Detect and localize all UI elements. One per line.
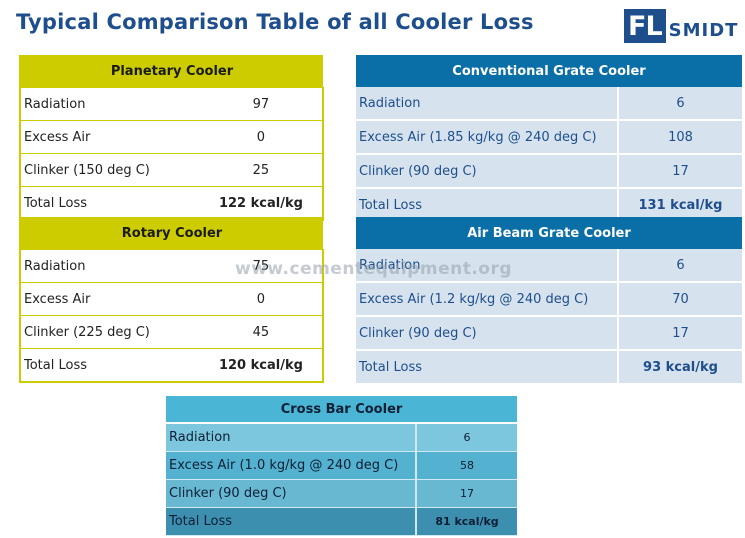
row-value: 25	[199, 153, 325, 187]
row-label: Excess Air	[19, 282, 200, 316]
row-value: 6	[617, 249, 742, 283]
total-label: Total Loss	[166, 507, 416, 536]
row-label: Clinker (90 deg C)	[356, 316, 618, 351]
row-value: 58	[415, 451, 517, 480]
total-label: Total Loss	[19, 186, 200, 221]
watermark-text: www.cementequipment.org	[235, 259, 513, 279]
row-value: 17	[617, 316, 742, 351]
table-header: Conventional Grate Cooler	[356, 55, 742, 87]
air-beam-grate-cooler-table: Air Beam Grate Cooler Radiation 6 Excess …	[356, 217, 742, 385]
logo-box: FL	[624, 9, 666, 43]
planetary-cooler-table: Planetary Cooler Radiation 97 Excess Air 0…	[19, 55, 325, 221]
row-label: Radiation	[356, 249, 618, 283]
row-label: Excess Air	[19, 120, 200, 154]
table-header: Planetary Cooler	[19, 55, 323, 88]
row-label: Clinker (225 deg C)	[19, 315, 200, 349]
row-value: 70	[617, 282, 742, 317]
row-value: 45	[199, 315, 325, 349]
total-value: 81 kcal/kg	[415, 507, 517, 536]
row-label: Excess Air (1.0 kg/kg @ 240 deg C)	[166, 451, 416, 480]
row-label: Excess Air (1.2 kg/kg @ 240 deg C)	[356, 282, 618, 317]
row-label: Radiation	[19, 249, 200, 283]
row-label: Clinker (150 deg C)	[19, 153, 200, 187]
row-value: 6	[617, 87, 742, 121]
total-label: Total Loss	[356, 350, 618, 385]
row-value: 17	[617, 154, 742, 189]
cross-bar-cooler-table: Cross Bar Cooler Radiation 6 Excess Air (…	[166, 396, 517, 536]
total-value: 122 kcal/kg	[199, 186, 325, 221]
row-label: Radiation	[19, 87, 200, 121]
row-value: 6	[415, 423, 517, 452]
conventional-grate-cooler-table: Conventional Grate Cooler Radiation 6 Exc…	[356, 55, 742, 223]
row-label: Excess Air (1.85 kg/kg @ 240 deg C)	[356, 120, 618, 155]
table-header: Rotary Cooler	[19, 217, 323, 250]
row-value: 17	[415, 479, 517, 508]
row-value: 75	[199, 249, 325, 283]
table-header: Cross Bar Cooler	[166, 396, 517, 424]
total-value: 93 kcal/kg	[617, 350, 742, 385]
page-title: Typical Comparison Table of all Cooler L…	[16, 10, 534, 34]
row-value: 108	[617, 120, 742, 155]
total-label: Total Loss	[19, 348, 200, 383]
row-label: Clinker (90 deg C)	[356, 154, 618, 189]
row-label: Radiation	[356, 87, 618, 121]
row-value: 0	[199, 282, 325, 316]
total-value: 120 kcal/kg	[199, 348, 325, 383]
row-label: Radiation	[166, 423, 416, 452]
row-value: 97	[199, 87, 325, 121]
logo-text: SMIDT	[668, 20, 739, 41]
row-value: 0	[199, 120, 325, 154]
rotary-cooler-table: Rotary Cooler Radiation 75 Excess Air 0 Cl…	[19, 217, 325, 383]
flsmidth-logo: FL SMIDT	[624, 9, 738, 43]
table-header: Air Beam Grate Cooler	[356, 217, 742, 249]
row-label: Clinker (90 deg C)	[166, 479, 416, 508]
